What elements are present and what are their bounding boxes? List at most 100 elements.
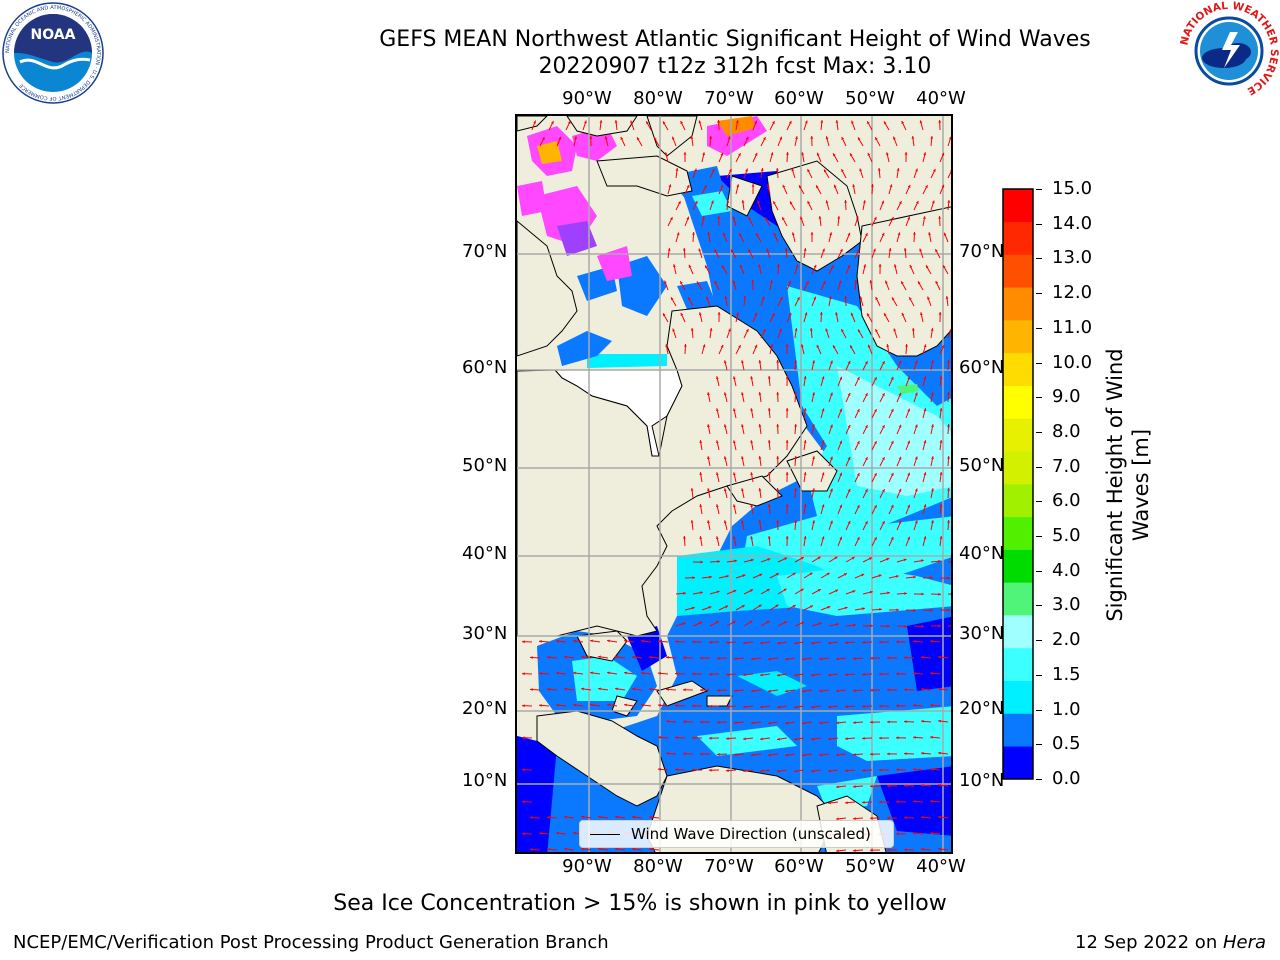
colorbar-tick-label: 0.0 <box>1052 768 1081 789</box>
direction-arrow-head <box>879 640 882 644</box>
direction-arrow-head <box>717 753 720 756</box>
direction-arrow-head <box>732 620 736 624</box>
direction-arrow-head <box>735 120 739 123</box>
direction-arrow-head <box>830 392 833 396</box>
colorbar-tick-mark <box>1036 536 1042 538</box>
direction-arrow-head <box>918 281 921 285</box>
direction-arrow-head <box>879 608 882 611</box>
direction-arrow-head <box>898 392 902 396</box>
direction-arrow-head <box>941 152 945 156</box>
direction-arrow-head <box>835 312 838 315</box>
direction-arrow-head <box>930 576 933 580</box>
direction-arrow <box>947 625 951 627</box>
direction-arrow-head <box>895 575 899 578</box>
direction-arrow-head <box>886 557 890 561</box>
direction-arrow-head <box>785 689 788 693</box>
direction-arrow-head <box>930 136 934 139</box>
direction-arrow-head <box>930 639 933 643</box>
direction-arrow-head <box>784 248 788 251</box>
direction-arrow-head <box>831 265 834 269</box>
direction-arrow-head <box>760 641 763 645</box>
direction-arrow-head <box>785 504 789 507</box>
direction-arrow-head <box>863 200 866 203</box>
direction-arrow-head <box>821 376 825 380</box>
direction-arrow-head <box>581 687 584 691</box>
direction-arrow-head <box>945 296 949 299</box>
colorbar-cell <box>1003 549 1033 583</box>
direction-arrow-head <box>890 377 894 380</box>
direction-arrow-head <box>777 769 780 773</box>
direction-arrow-head <box>788 280 791 284</box>
direction-arrow-head <box>870 656 873 660</box>
direction-arrow-head <box>558 136 562 140</box>
direction-arrow-head <box>825 328 829 332</box>
direction-arrow-head <box>853 785 856 788</box>
direction-arrow-head <box>803 248 807 251</box>
direction-arrow-head <box>751 753 754 757</box>
direction-arrow-head <box>914 360 918 364</box>
direction-arrow-head <box>810 136 814 139</box>
direction-arrow-head <box>839 440 843 444</box>
direction-arrow-head <box>767 558 771 561</box>
direction-arrow-head <box>667 248 671 251</box>
direction-arrow-head <box>768 657 771 661</box>
direction-arrow-head <box>694 168 697 172</box>
colorbar-tick-label: 2.0 <box>1052 629 1081 651</box>
direction-arrow-head <box>599 120 603 123</box>
legend-label: Wind Wave Direction (unscaled) <box>631 825 871 843</box>
lat-label: 40°N <box>462 543 508 564</box>
direction-arrow-head <box>909 297 912 301</box>
direction-arrow-head <box>802 721 805 725</box>
direction-arrow-head <box>855 216 859 220</box>
direction-arrow-head <box>716 590 720 594</box>
direction-arrow-head <box>723 360 727 364</box>
direction-arrow-head <box>756 233 759 237</box>
direction-arrow-head <box>930 735 933 739</box>
direction-arrow-head <box>897 232 901 236</box>
direction-arrow-head <box>671 297 674 301</box>
direction-arrow-head <box>812 520 815 524</box>
direction-arrow-head <box>522 768 525 772</box>
direction-arrow-head <box>899 201 902 205</box>
direction-arrow-head <box>886 344 890 347</box>
direction-arrow-head <box>947 576 950 580</box>
direction-arrow-head <box>692 640 695 644</box>
direction-arrow-head <box>912 328 915 331</box>
direction-arrow-head <box>803 408 807 411</box>
direction-arrow-head <box>821 536 825 540</box>
direction-arrow-head <box>812 488 815 492</box>
direction-arrow-head <box>574 136 577 140</box>
direction-arrow-head <box>935 281 939 284</box>
direction-arrow-head <box>794 488 798 491</box>
direction-arrow-head <box>865 489 868 493</box>
lon-label: 90°W <box>562 856 612 877</box>
direction-arrow-head <box>928 232 931 235</box>
direction-arrow-head <box>890 537 894 540</box>
direction-arrow-head <box>938 847 941 851</box>
direction-arrow-head <box>770 344 774 348</box>
lat-label: 70°N <box>462 241 508 262</box>
direction-arrow-head <box>830 488 833 492</box>
direction-arrow-head <box>828 641 831 645</box>
direction-arrow-head <box>882 393 885 397</box>
direction-arrow-head <box>539 832 542 835</box>
direction-arrow-head <box>892 297 895 301</box>
direction-arrow-head <box>874 537 877 541</box>
direction-arrow-head <box>573 703 576 707</box>
direction-arrow-head <box>904 816 907 820</box>
colorbar-tick-mark <box>1036 466 1042 468</box>
direction-arrow-head <box>865 457 868 461</box>
direction-arrow-head <box>844 296 848 299</box>
direction-arrow-head <box>736 312 740 316</box>
direction-arrow-head <box>862 705 865 708</box>
direction-arrow-head <box>844 200 848 203</box>
direction-arrow-head <box>692 736 695 740</box>
direction-arrow-head <box>729 169 732 172</box>
direction-arrow-head <box>905 344 908 347</box>
direction-arrow-head <box>867 344 871 348</box>
colorbar-cell <box>1003 385 1033 419</box>
direction-arrow-head <box>853 657 856 660</box>
direction-arrow-head <box>922 216 926 219</box>
direction-arrow-head <box>800 216 803 220</box>
direction-arrow-head <box>881 200 884 204</box>
